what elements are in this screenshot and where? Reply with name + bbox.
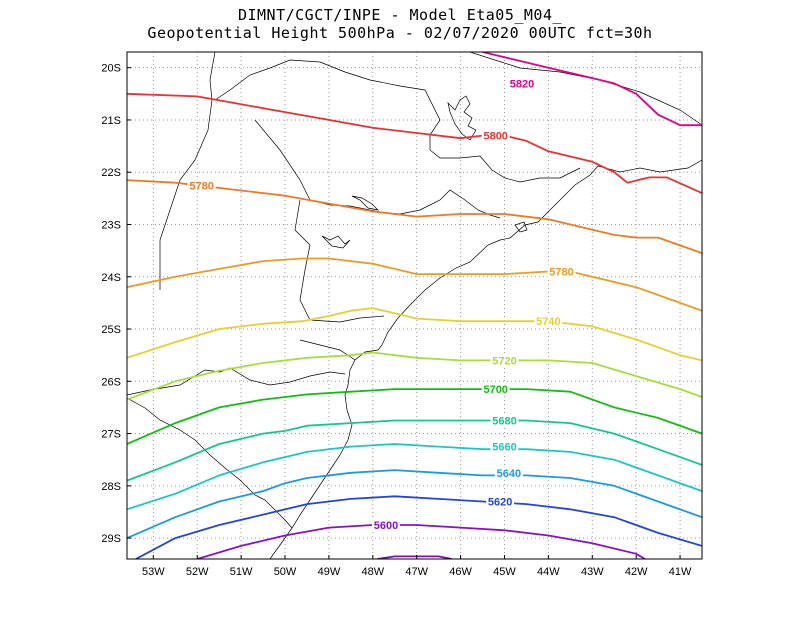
contour-5700 <box>127 388 702 445</box>
contour-label-bg <box>187 178 216 192</box>
contour-5800 <box>127 92 702 194</box>
y-tick-label: 24S <box>101 272 121 284</box>
x-tick-label: 47W <box>405 566 428 578</box>
contour-label-bg <box>490 413 519 427</box>
contour-label: 5800 <box>483 131 507 143</box>
contour-label-bg <box>494 465 523 479</box>
x-tick-label: 41W <box>669 566 692 578</box>
chart-title: DIMNT/CGCT/INPE - Model Eta05_M04_ <box>237 6 563 24</box>
contour-5720 <box>127 351 702 401</box>
coastline <box>269 52 702 559</box>
contour-label-bg <box>490 353 519 367</box>
coastline-borders <box>127 52 702 559</box>
axis-ticks: 53W 52W 51W 50W 49W 48W 47W 46W 45W 44W 43W 42W 41W 2… <box>101 63 692 578</box>
y-tick-label: 21S <box>101 115 121 127</box>
contour-label-bg <box>481 382 510 396</box>
contour-label: 5780 <box>549 267 573 279</box>
contour-label: 5740 <box>536 316 560 328</box>
contour-label-bg <box>490 439 519 453</box>
contour-label: 5700 <box>483 384 507 396</box>
contour-5780b <box>127 257 702 312</box>
x-tick-label: 52W <box>186 566 209 578</box>
x-tick-label: 51W <box>230 566 253 578</box>
contour-label: 5820 <box>510 78 534 90</box>
x-tick-label: 45W <box>493 566 516 578</box>
y-tick-label: 22S <box>101 167 121 179</box>
x-tick-label: 42W <box>625 566 648 578</box>
contour-labels: 5820 5800 5780 5780 5740 5720 5700 5680 5660 5640… <box>187 76 576 532</box>
contour-5660 <box>127 443 702 511</box>
grid-lines <box>127 52 702 559</box>
chart-subtitle: Geopotential Height 500hPa - 02/07/2020 … <box>147 24 653 42</box>
contour-label-bg <box>547 264 576 278</box>
contour-label-bg <box>534 314 563 328</box>
contour-label: 5680 <box>492 415 516 427</box>
x-tick-label: 50W <box>274 566 297 578</box>
contour-label-bg <box>486 494 515 508</box>
contour-label: 5600 <box>374 520 398 532</box>
y-tick-label: 27S <box>101 429 121 441</box>
contour-5740 <box>127 307 702 362</box>
lake <box>321 235 351 249</box>
plot-frame <box>126 51 703 560</box>
lake <box>447 95 477 141</box>
contour-label: 5620 <box>488 497 512 509</box>
contour-label: 5660 <box>492 442 516 454</box>
contour-5620 <box>135 495 702 559</box>
contour-5780a <box>127 179 702 255</box>
contour-5820 <box>482 52 702 127</box>
y-tick-label: 25S <box>101 324 121 336</box>
contour-label: 5640 <box>497 468 521 480</box>
contour-label-bg <box>508 76 537 90</box>
contour-label: 5780 <box>189 180 213 192</box>
x-tick-label: 49W <box>318 566 341 578</box>
y-tick-label: 26S <box>101 376 121 388</box>
lake <box>351 195 380 211</box>
x-tick-label: 53W <box>142 566 165 578</box>
x-tick-label: 48W <box>361 566 384 578</box>
contour-5680 <box>127 419 702 482</box>
y-tick-label: 23S <box>101 219 121 231</box>
x-tick-label: 44W <box>537 566 560 578</box>
state-border <box>294 199 385 323</box>
x-tick-label: 46W <box>449 566 472 578</box>
state-border <box>127 397 293 529</box>
y-tick-label: 28S <box>101 481 121 493</box>
state-border <box>214 59 581 183</box>
y-tick-label: 29S <box>101 533 121 545</box>
state-border <box>127 367 346 396</box>
contour-5640 <box>127 469 702 539</box>
y-tick-label: 20S <box>101 63 121 75</box>
contour-label: 5720 <box>492 355 516 367</box>
x-tick-label: 43W <box>581 566 604 578</box>
bay <box>514 221 528 233</box>
contour-label-bg <box>481 128 510 142</box>
contour-5600 <box>196 524 646 559</box>
contour-lines <box>127 52 702 559</box>
contour-label-bg <box>371 518 400 532</box>
state-border <box>159 52 216 290</box>
